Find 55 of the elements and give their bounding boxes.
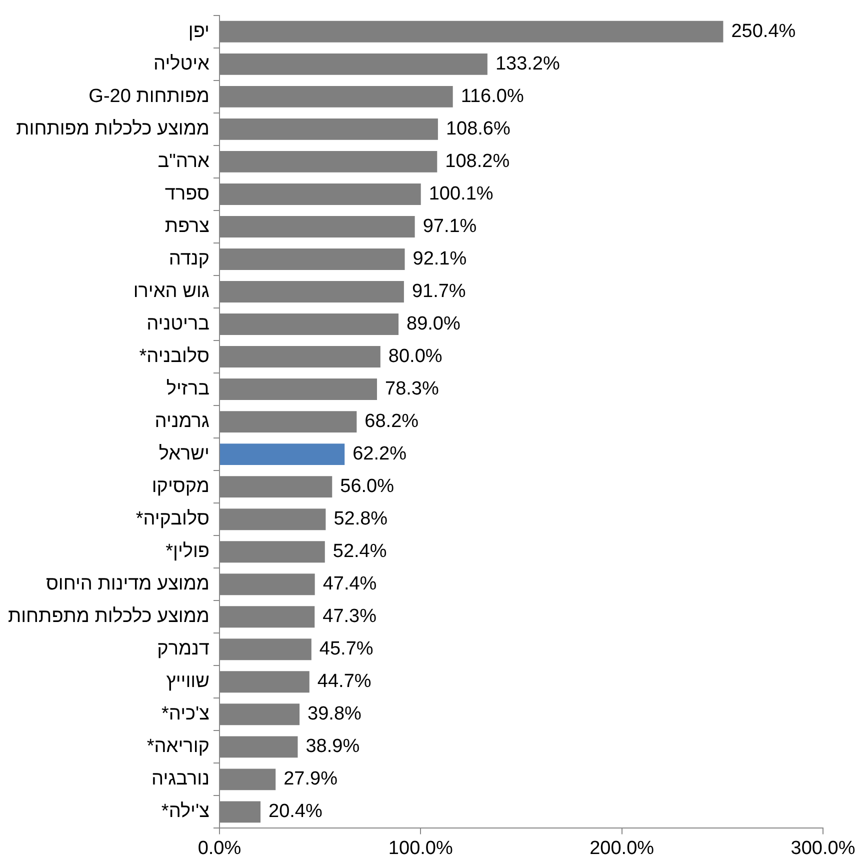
data-label: 91.7% xyxy=(412,280,466,302)
data-label: 45.7% xyxy=(319,638,374,660)
data-label: 133.2% xyxy=(495,53,560,74)
y-tick-label: צ'ילה* xyxy=(161,801,210,822)
y-tick-label: נורבגיה xyxy=(152,768,210,790)
y-tick-label: צרפת xyxy=(164,216,210,237)
data-label: 52.8% xyxy=(334,508,388,530)
data-label: 80.0% xyxy=(388,346,442,368)
y-tick-label: ממוצע מדינות היחוס xyxy=(46,574,210,595)
data-label: 100.1% xyxy=(428,183,494,204)
data-label: 108.2% xyxy=(445,150,510,172)
x-tick-label: 0.0% xyxy=(198,838,242,859)
x-tick-label: 200.0% xyxy=(590,838,654,859)
data-label: 68.2% xyxy=(364,411,419,432)
data-label: 44.7% xyxy=(317,671,372,692)
data-label: 97.1% xyxy=(422,216,477,237)
data-label: 56.0% xyxy=(340,476,394,498)
y-tick-label: ספרד xyxy=(164,183,210,204)
data-label: 27.9% xyxy=(284,768,338,790)
y-tick-label: ממוצע כלכלות מתפתחות xyxy=(8,606,210,628)
data-label: 47.4% xyxy=(322,574,377,595)
data-label: 52.4% xyxy=(332,541,387,562)
data-label: 78.3% xyxy=(384,378,439,400)
y-tick-label: ארה"ב xyxy=(158,150,210,172)
y-tick-label: איטליה xyxy=(154,53,210,74)
y-tick-label: ברזיל xyxy=(166,378,210,400)
y-tick-label: צ'כיה* xyxy=(162,704,210,725)
data-label: 20.4% xyxy=(268,801,322,822)
y-tick-label: דנמרק xyxy=(157,638,210,660)
data-label: 92.1% xyxy=(412,248,467,270)
y-tick-label: ממוצע כלכלות מפותחות xyxy=(16,118,210,140)
data-label: 62.2% xyxy=(352,444,407,465)
data-label: 47.3% xyxy=(322,606,377,628)
y-tick-label: סלובקיה* xyxy=(136,508,210,530)
y-tick-label: ישראל xyxy=(158,444,210,465)
y-tick-label: גוש האירו xyxy=(133,280,210,302)
y-tick-label: מפותחות G-20 xyxy=(88,86,210,107)
y-tick-label: שווייץ xyxy=(166,671,210,692)
y-tick-label: סלובניה* xyxy=(139,346,210,368)
y-tick-label: קוריאה* xyxy=(146,736,210,758)
x-tick-label: 300.0% xyxy=(790,838,856,859)
y-tick-label: קנדה xyxy=(168,248,210,270)
y-tick-label: פולין* xyxy=(166,541,210,562)
data-label: 116.0% xyxy=(460,86,524,107)
bar xyxy=(220,444,345,466)
data-label: 89.0% xyxy=(406,314,460,334)
y-tick-label: יפן xyxy=(188,20,210,42)
data-label: 39.8% xyxy=(308,704,362,725)
y-tick-label: מקסיקו xyxy=(152,476,210,498)
data-label: 38.9% xyxy=(306,736,360,758)
y-tick-label: גרמניה xyxy=(154,411,210,432)
x-tick-label: 100.0% xyxy=(388,838,453,859)
y-tick-label: בריטניה xyxy=(146,314,210,334)
data-label: 250.4% xyxy=(731,20,796,42)
data-label: 108.6% xyxy=(446,118,510,140)
